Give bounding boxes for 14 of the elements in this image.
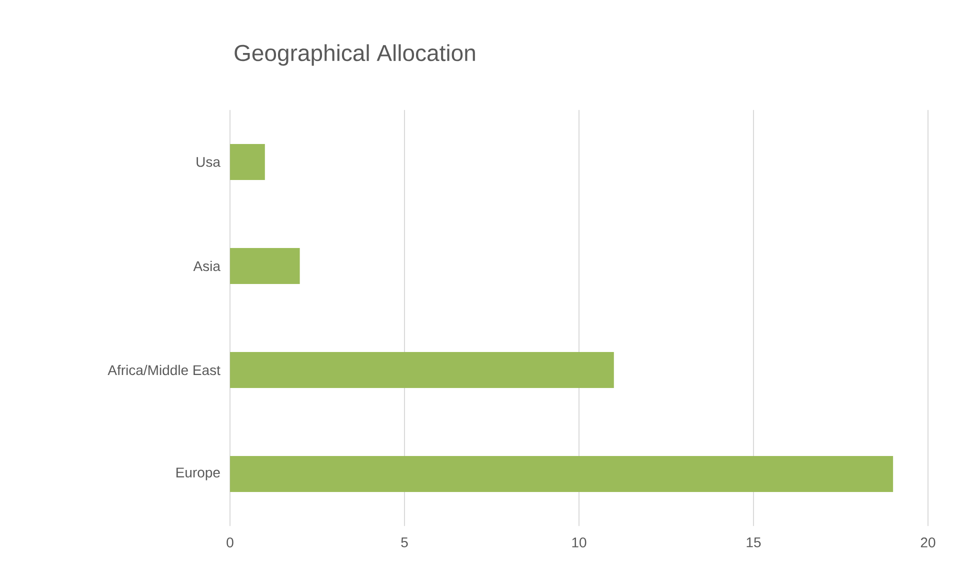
y-tick-label: Europe [176,468,220,480]
x-tick-label: 0 [226,538,234,548]
x-tick-label: 20 [920,538,936,548]
bar [230,456,894,492]
x-tick-label: 10 [572,538,586,548]
x-tick-label: 15 [746,538,761,548]
bar [230,248,300,284]
y-tick-label: Asia [193,260,220,272]
bar [230,352,614,388]
bar [230,144,265,180]
y-tick-label: Africa/Middle East [108,364,220,376]
x-tick-label: 5 [401,538,408,548]
chart-title: Geographical Allocation [234,44,475,66]
y-tick-label: Usa [196,157,220,167]
